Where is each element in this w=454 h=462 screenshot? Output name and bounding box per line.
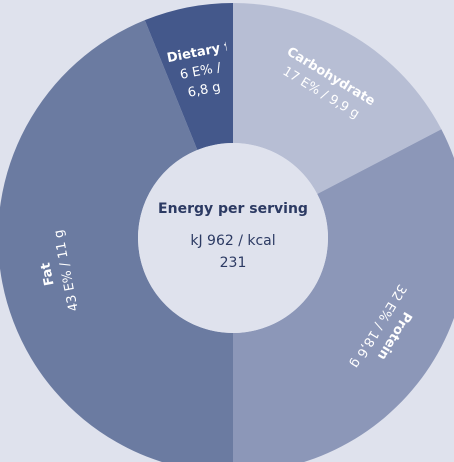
segment-label-box: Dietary fibre6 E% / 6,8 g bbox=[165, 38, 237, 106]
center-box: Energy per serving kJ 962 / kcal 231 bbox=[148, 198, 318, 274]
donut-segment bbox=[0, 20, 233, 462]
segment-label: Dietary fibre6 E% / 6,8 g bbox=[165, 38, 237, 106]
donut-segment bbox=[233, 3, 442, 195]
donut-hole bbox=[138, 143, 328, 333]
donut-segment bbox=[233, 129, 454, 462]
segment-value: 6 E% / 6,8 g bbox=[178, 60, 223, 101]
center-value: kJ 962 / kcal 231 bbox=[190, 233, 276, 271]
center-text: Energy per serving kJ 962 / kcal 231 bbox=[148, 198, 318, 274]
segment-label-text: Dietary fibre6 E% / 6,8 g bbox=[165, 38, 237, 106]
center-title: Energy per serving bbox=[158, 201, 308, 217]
donut-segment bbox=[144, 3, 233, 150]
